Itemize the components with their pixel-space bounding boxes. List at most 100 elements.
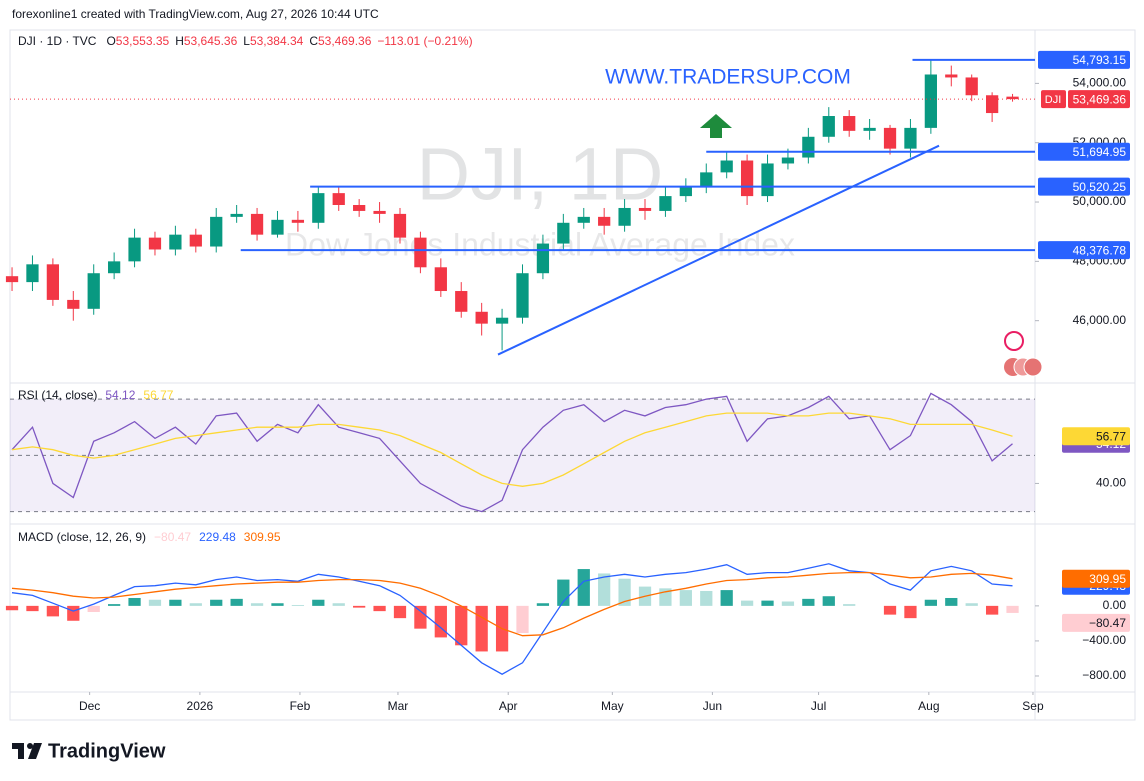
legend-symbol: DJI · 1D · TVC <box>18 34 97 48</box>
candle-body <box>679 187 692 197</box>
histogram-bar <box>67 605 80 621</box>
histogram-bar <box>843 604 856 606</box>
histogram-bar <box>108 604 121 606</box>
candle-body <box>250 213 264 235</box>
candle-body <box>46 264 60 300</box>
last-value-label-box <box>1062 427 1130 446</box>
histogram-bar <box>883 605 897 615</box>
histogram-bar <box>802 598 815 606</box>
level-label: 48,376.78 <box>1073 243 1127 257</box>
legend-value: −80.47 <box>154 530 191 544</box>
legend: DJI · 1D · TVC O53,553.35 H53,645.36 L53,38… <box>18 34 473 48</box>
legend: MACD (close, 12, 26, 9) −80.47 229.48 309.9… <box>18 530 281 544</box>
y-tick-label: −800.00 <box>1082 668 1126 682</box>
histogram-bar <box>26 605 39 612</box>
logo-mark <box>27 743 33 749</box>
logo-text: TradingView <box>48 740 166 762</box>
legend-value: 229.48 <box>199 530 236 544</box>
level-label-box <box>1038 241 1130 260</box>
candle-body <box>1006 96 1019 100</box>
histogram-bar <box>271 603 284 606</box>
legend-title: MACD (close, 12, 26, 9) <box>18 530 146 544</box>
legend-key: C <box>309 34 318 48</box>
candle-body <box>720 160 733 173</box>
candle-body <box>230 213 243 217</box>
last-price-label-box <box>1068 90 1130 109</box>
candle-body <box>945 74 958 78</box>
candle-body <box>414 237 427 268</box>
candle-body <box>108 261 121 274</box>
histogram-bar <box>353 605 366 608</box>
candle-body <box>577 216 590 223</box>
histogram-bar <box>536 603 550 606</box>
histogram-bar <box>618 578 631 606</box>
logo-mark <box>18 743 24 759</box>
level-label: 50,520.25 <box>1073 180 1127 194</box>
trendline <box>497 144 940 356</box>
y-tick-label: −400.00 <box>1082 633 1126 647</box>
candle-body <box>700 172 713 188</box>
histogram-bar <box>1006 605 1019 613</box>
candle-body <box>618 207 631 226</box>
watermark: DJI, 1D <box>417 133 664 216</box>
event-icon[interactable] <box>1004 331 1024 351</box>
candle-body <box>271 219 284 235</box>
candle-body <box>312 193 325 223</box>
candle-body <box>373 210 386 214</box>
level-label-box <box>1038 142 1130 161</box>
candle-body <box>598 216 611 226</box>
candle-body <box>189 234 202 247</box>
histogram-bar <box>148 599 162 606</box>
histogram-bar <box>291 604 305 606</box>
legend-value: 53,384.34 <box>250 34 304 48</box>
legend-key: L <box>243 34 250 48</box>
x-tick-label: Mar <box>388 699 409 713</box>
candle-body <box>148 237 162 250</box>
y-tick-label: 46,000.00 <box>1073 313 1127 327</box>
candle-body <box>434 267 447 292</box>
histogram-bar <box>781 601 795 606</box>
candle-body <box>740 160 754 197</box>
candle-body <box>210 216 223 247</box>
last-value-label: 309.95 <box>1089 572 1126 586</box>
series-line <box>11 563 1013 675</box>
histogram-bar <box>169 599 182 606</box>
candle-body <box>455 291 468 312</box>
y-tick-label: 50,000.00 <box>1073 194 1127 208</box>
x-tick-label: Feb <box>290 699 311 713</box>
candle-body <box>802 136 815 158</box>
histogram-bar <box>312 599 325 606</box>
x-tick-label: Jun <box>703 699 722 713</box>
candle-body <box>883 127 897 149</box>
candle-body <box>557 222 570 244</box>
histogram-bar <box>700 590 713 606</box>
histogram-bar <box>720 590 733 606</box>
candle-body <box>291 219 305 223</box>
candle-body <box>863 127 876 131</box>
histogram-bar <box>965 603 978 606</box>
candle-body <box>495 317 509 324</box>
histogram-bar <box>230 598 243 606</box>
histogram-bar <box>455 605 468 646</box>
candle-body <box>822 116 835 137</box>
last-price-label: 53,469.36 <box>1073 92 1127 106</box>
candle-body <box>536 243 550 274</box>
histogram-bar <box>945 597 958 606</box>
histogram-bar <box>761 600 774 606</box>
frame <box>9 29 1136 721</box>
candle-body <box>87 273 100 309</box>
candle-body <box>924 74 937 128</box>
x-tick-label: May <box>601 699 624 713</box>
header: forexonline1 created with TradingView.co… <box>12 7 379 21</box>
legend-value: 309.95 <box>244 530 281 544</box>
histogram-bar <box>128 597 141 606</box>
candle-body <box>985 95 999 114</box>
histogram-bar <box>5 605 19 611</box>
candle-body <box>965 77 978 96</box>
x-tick-label: Apr <box>499 699 518 713</box>
legend-title: RSI (14, close) <box>18 388 97 402</box>
flag-icon[interactable] <box>1023 357 1043 377</box>
x-tick-label: Jul <box>811 699 826 713</box>
candle-body <box>26 264 39 283</box>
